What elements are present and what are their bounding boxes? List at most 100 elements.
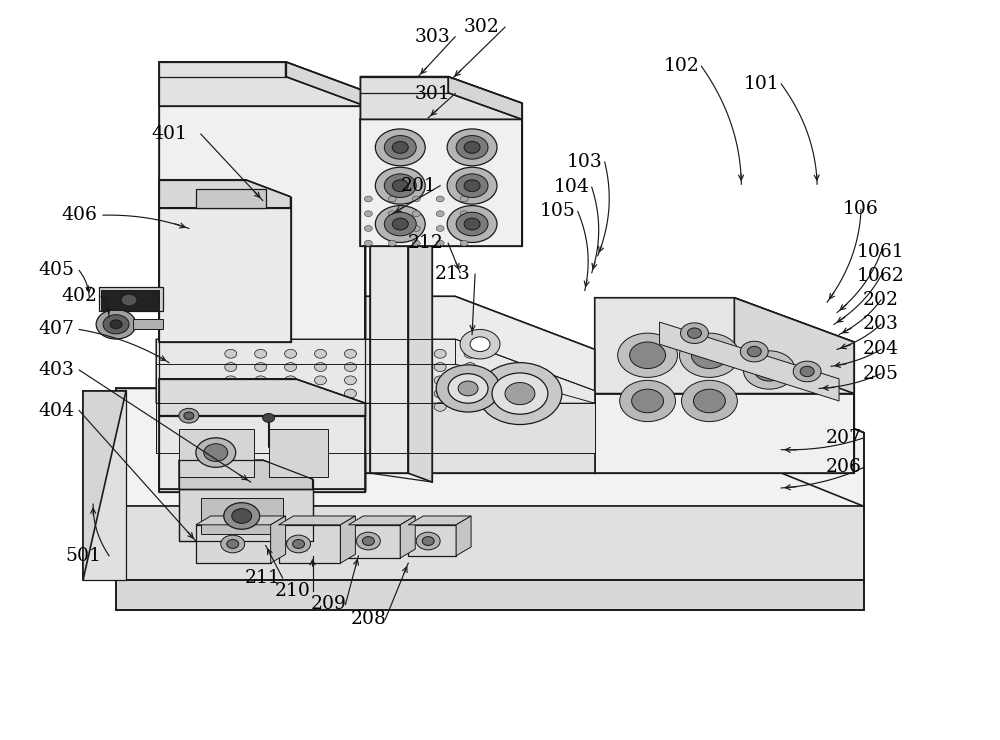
Circle shape [464,349,476,358]
Circle shape [478,363,562,425]
Circle shape [464,218,480,230]
Circle shape [793,361,821,382]
Circle shape [315,389,326,398]
Circle shape [412,211,420,217]
Circle shape [412,196,420,202]
Circle shape [384,212,416,236]
Circle shape [388,196,396,202]
Polygon shape [286,62,365,491]
Circle shape [255,376,267,385]
Circle shape [456,212,488,236]
Circle shape [388,211,396,217]
Circle shape [255,389,267,398]
Polygon shape [348,516,415,525]
Text: 402: 402 [61,287,97,306]
Text: 302: 302 [464,18,500,36]
Circle shape [743,351,795,389]
Circle shape [404,363,416,371]
Circle shape [691,342,727,369]
Polygon shape [159,379,365,416]
Circle shape [375,206,425,243]
Circle shape [374,403,386,411]
Polygon shape [179,489,313,541]
Circle shape [388,240,396,246]
Polygon shape [196,516,286,525]
Text: 204: 204 [863,340,899,358]
Circle shape [344,376,356,385]
Circle shape [680,333,739,377]
Polygon shape [408,119,432,482]
Text: 104: 104 [554,178,590,196]
Text: 301: 301 [414,84,450,103]
Polygon shape [83,391,126,580]
Polygon shape [156,339,595,403]
Circle shape [800,366,814,377]
Circle shape [687,328,701,338]
Circle shape [227,539,239,548]
Text: 203: 203 [863,315,899,333]
Polygon shape [595,297,854,394]
Text: 205: 205 [863,365,899,383]
Polygon shape [159,416,365,489]
Circle shape [392,218,408,230]
Circle shape [434,403,446,411]
Polygon shape [116,388,864,506]
Circle shape [225,403,237,411]
Circle shape [204,444,228,462]
Circle shape [285,376,297,385]
Polygon shape [360,119,522,246]
Circle shape [287,535,311,553]
Polygon shape [196,189,266,208]
Bar [116,580,864,610]
Circle shape [434,349,446,358]
Circle shape [388,226,396,232]
Circle shape [364,196,372,202]
Circle shape [460,211,468,217]
Circle shape [422,536,434,545]
Polygon shape [408,516,471,525]
Bar [133,319,163,329]
Circle shape [448,374,488,403]
Circle shape [434,389,446,398]
Circle shape [221,535,245,553]
Circle shape [464,403,476,411]
Circle shape [374,389,386,398]
Circle shape [255,363,267,371]
Circle shape [384,174,416,198]
Text: 202: 202 [863,291,899,309]
Circle shape [470,337,490,351]
Circle shape [404,403,416,411]
Circle shape [416,532,440,550]
Polygon shape [179,414,595,473]
Circle shape [464,376,476,385]
Polygon shape [448,76,522,246]
Bar [408,525,456,556]
Circle shape [460,240,468,246]
Circle shape [375,129,425,166]
Circle shape [255,349,267,358]
Circle shape [434,376,446,385]
Circle shape [436,196,444,202]
Circle shape [315,349,326,358]
Polygon shape [83,391,126,580]
Text: 105: 105 [540,203,576,221]
Circle shape [96,309,136,339]
Circle shape [412,240,420,246]
Circle shape [492,373,548,414]
Text: 208: 208 [350,610,386,628]
Circle shape [436,226,444,232]
Circle shape [263,414,275,423]
Circle shape [344,349,356,358]
Circle shape [404,349,416,358]
Polygon shape [159,62,365,106]
Circle shape [740,341,768,362]
Text: 401: 401 [151,125,187,143]
Circle shape [693,389,725,413]
Circle shape [364,226,372,232]
Bar [269,429,328,477]
Circle shape [754,359,784,381]
Circle shape [392,180,408,192]
Circle shape [364,211,372,217]
Text: 403: 403 [38,361,74,379]
Circle shape [412,226,420,232]
